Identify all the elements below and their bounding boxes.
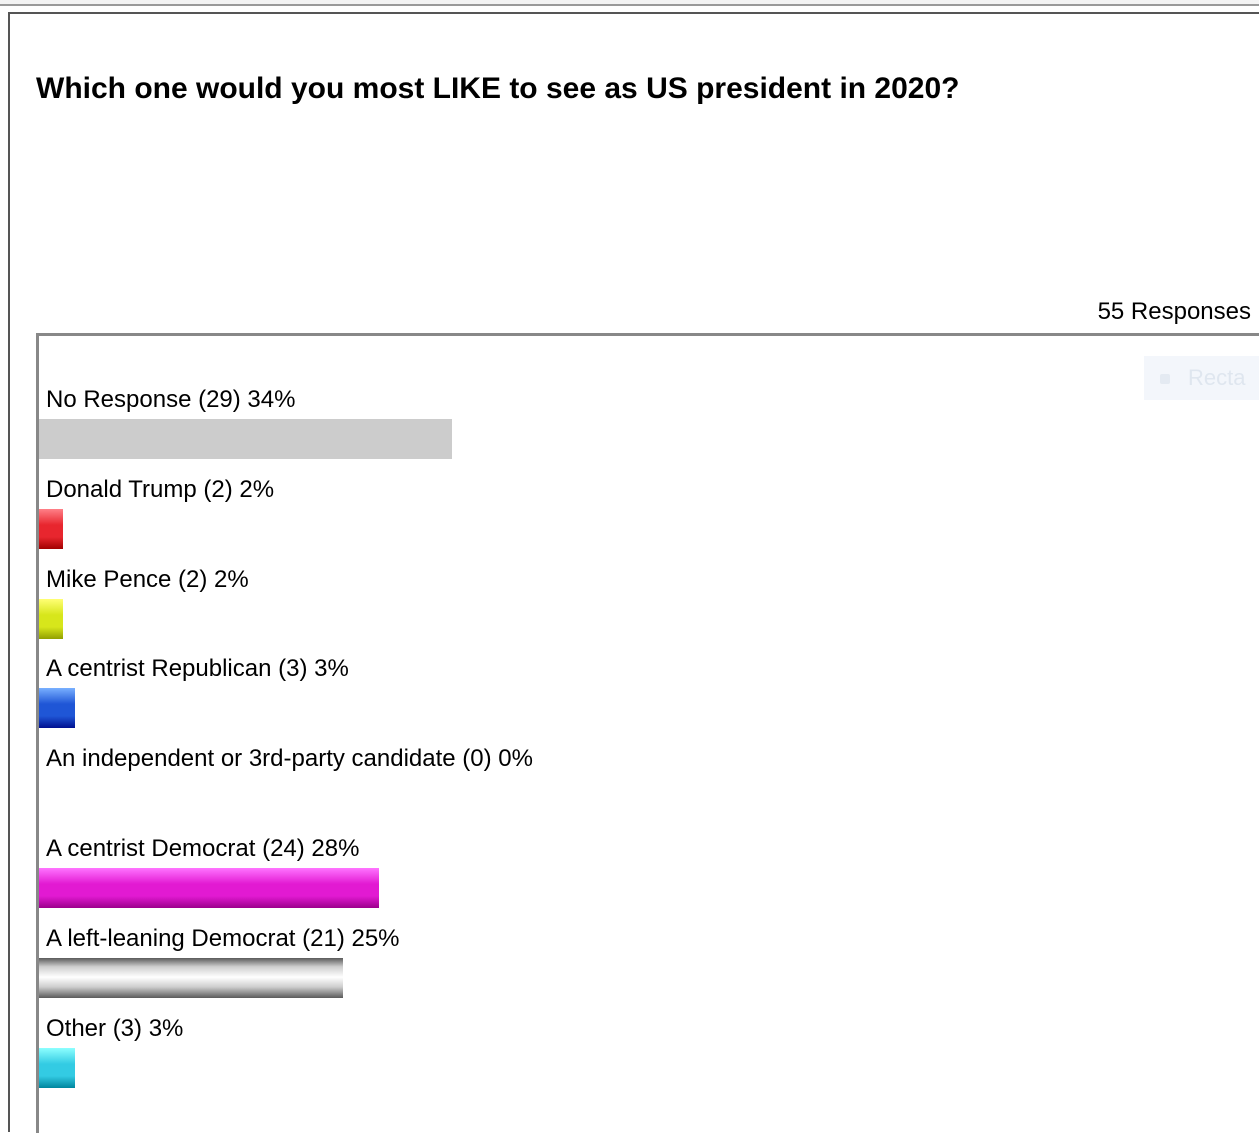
bar-label: A centrist Democrat (24) 28% xyxy=(46,835,360,862)
bar-label: Other (3) 3% xyxy=(46,1014,184,1042)
bar-label: A left-leaning Democrat (21) 25% xyxy=(46,924,400,952)
bar xyxy=(39,508,63,549)
bar-label: An independent or 3rd-party candidate (0… xyxy=(46,745,533,773)
bar-label: Mike Pence (2) 2% xyxy=(46,565,249,593)
response-count: 55 Responses xyxy=(1097,298,1251,325)
bar xyxy=(39,1047,75,1088)
faded-toolbar-label: Recta xyxy=(1188,365,1246,390)
bar xyxy=(39,957,343,998)
bar xyxy=(39,419,452,459)
faded-shape-icon xyxy=(1160,374,1170,385)
bar-label: Donald Trump (2) 2% xyxy=(46,475,275,503)
faded-toolbar-button[interactable]: Recta xyxy=(1144,356,1259,400)
bar xyxy=(39,868,379,908)
question-title: Which one would you most LIKE to see as … xyxy=(36,72,960,105)
bar-label: No Response (29) 34% xyxy=(46,386,296,413)
survey-panel-frame xyxy=(8,12,1259,1132)
chart-frame xyxy=(36,333,1259,1133)
bar-label: A centrist Republican (3) 3% xyxy=(46,655,349,683)
bar xyxy=(39,688,75,729)
bar xyxy=(39,598,63,639)
top-window-rule xyxy=(0,0,1259,6)
